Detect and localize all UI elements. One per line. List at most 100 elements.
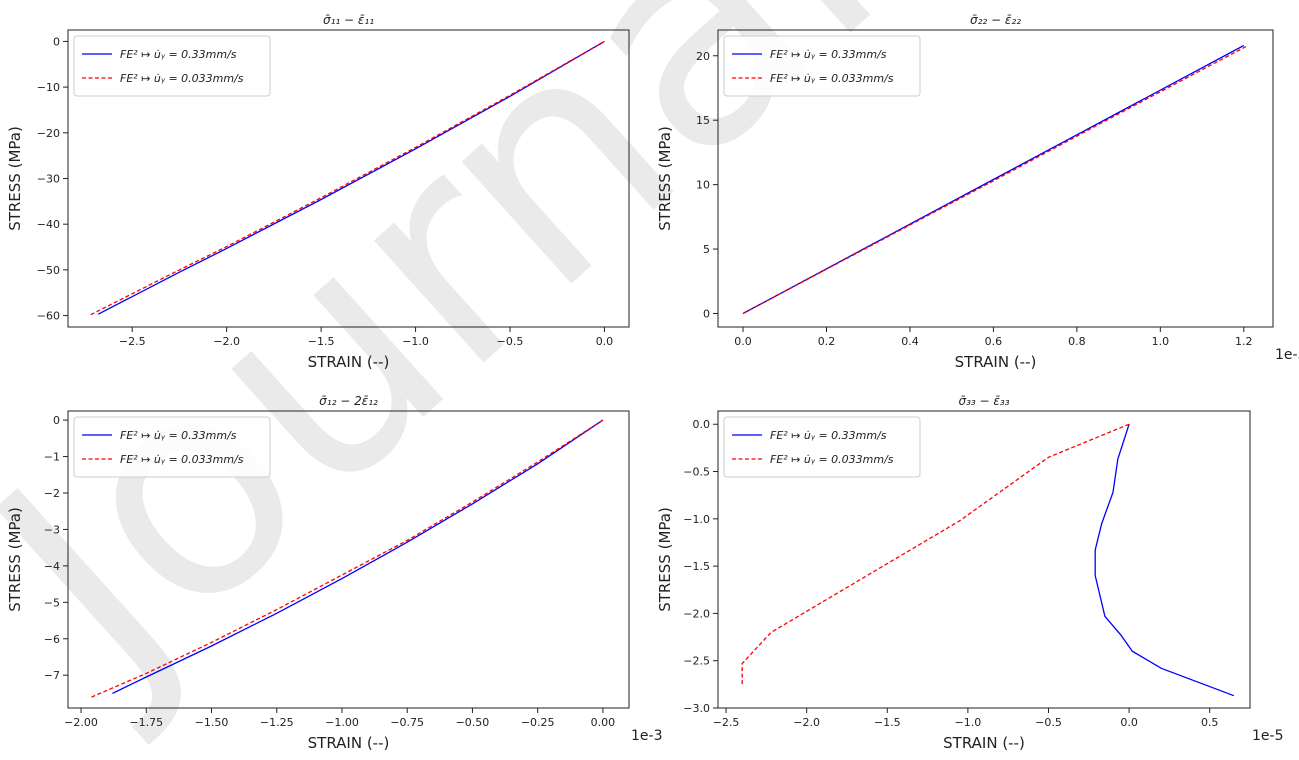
y-tick-label: −1.0 xyxy=(683,513,710,526)
x-tick-label: 1.0 xyxy=(1152,335,1170,348)
x-tick-label: −1.0 xyxy=(402,335,429,348)
x-tick-label: −2.5 xyxy=(119,335,146,348)
series-line-2 xyxy=(742,44,1249,315)
x-offset-label: 1e-3 xyxy=(631,728,662,744)
x-tick-label: 0.6 xyxy=(985,335,1003,348)
x-tick-label: 0.0 xyxy=(1120,716,1138,729)
x-tick-label: 0.8 xyxy=(1068,335,1086,348)
y-axis-label: STRESS (MPa) xyxy=(6,507,24,612)
x-axis-label: STRAIN (--) xyxy=(955,353,1037,371)
y-tick-label: −5 xyxy=(44,596,60,609)
y-tick-label: 20 xyxy=(696,50,710,63)
chart-title: σ̄₂₂ − ε̄₂₂ xyxy=(970,13,1021,27)
legend: FE² ↦ u̇ᵧ = 0.33mm/s FE² ↦ u̇ᵧ = 0.033mm/… xyxy=(73,416,271,478)
legend-box xyxy=(723,35,921,97)
chart-title: σ̄₁₁ − ε̄₁₁ xyxy=(323,13,374,27)
y-tick-label: −2.5 xyxy=(683,655,710,668)
x-tick-label: 0.00 xyxy=(591,716,616,729)
x-tick-label: −1.75 xyxy=(129,716,163,729)
x-tick-label: −1.5 xyxy=(874,716,901,729)
x-tick-label: −0.5 xyxy=(1035,716,1062,729)
x-tick-label: −1.50 xyxy=(195,716,229,729)
x-tick-label: −0.50 xyxy=(456,716,490,729)
x-axis-label: STRAIN (--) xyxy=(943,734,1025,752)
legend-box xyxy=(73,416,271,478)
legend-label-1: FE² ↦ u̇ᵧ = 0.33mm/s xyxy=(770,429,887,442)
y-axis-label: STRESS (MPa) xyxy=(656,126,674,231)
y-axis-label: STRESS (MPa) xyxy=(6,126,24,231)
legend-label-1: FE² ↦ u̇ᵧ = 0.33mm/s xyxy=(120,48,237,61)
legend-label-1: FE² ↦ u̇ᵧ = 0.33mm/s xyxy=(120,429,237,442)
x-tick-label: −0.75 xyxy=(390,716,424,729)
x-tick-label: −2.0 xyxy=(213,335,240,348)
x-tick-label: 0.2 xyxy=(818,335,836,348)
y-tick-label: −3.0 xyxy=(683,702,710,715)
x-tick-label: −1.5 xyxy=(308,335,335,348)
y-tick-label: −6 xyxy=(44,633,60,646)
chart-title: σ̄₃₃ − ε̄₃₃ xyxy=(958,394,1009,408)
y-tick-label: −30 xyxy=(37,173,60,186)
x-axis-label: STRAIN (--) xyxy=(308,734,390,752)
series-line-1 xyxy=(1094,424,1235,697)
series-group xyxy=(741,423,1235,697)
y-tick-label: 10 xyxy=(696,179,710,192)
y-tick-label: 0 xyxy=(53,35,60,48)
legend: FE² ↦ u̇ᵧ = 0.33mm/s FE² ↦ u̇ᵧ = 0.033mm/… xyxy=(723,35,921,97)
subplot-sigma22: 0.0 0.2 0.4 0.6 0.8 1.0 1.2 0 5 10 15 20 σ̄₂₂ − ε̄₂₂… xyxy=(656,13,1299,371)
y-tick-label: 5 xyxy=(703,243,710,256)
x-offset-label: 1e-5 xyxy=(1252,728,1283,744)
x-tick-label: −0.5 xyxy=(497,335,524,348)
series-line-1 xyxy=(97,40,605,315)
series-group xyxy=(91,419,604,698)
axes-frame xyxy=(67,410,630,709)
y-tick-label: −3 xyxy=(44,523,60,536)
legend-label-2: FE² ↦ u̇ᵧ = 0.033mm/s xyxy=(120,72,244,85)
y-tick-label: 15 xyxy=(696,114,710,127)
axes-frame xyxy=(717,29,1274,328)
y-tick-label: −60 xyxy=(37,310,60,323)
x-tick-label: 0.0 xyxy=(734,335,752,348)
legend-label-2: FE² ↦ u̇ᵧ = 0.033mm/s xyxy=(770,72,894,85)
y-tick-label: −50 xyxy=(37,264,60,277)
x-offset-label: 1e-3 xyxy=(1275,347,1299,363)
x-tick-label: −1.0 xyxy=(955,716,982,729)
y-axis-label: STRESS (MPa) xyxy=(656,507,674,612)
subplot-sigma33: −2.5 −2.0 −1.5 −1.0 −0.5 0.0 0.5 0.0 −0.5 −1.0 −1.… xyxy=(656,394,1283,752)
y-tick-label: −4 xyxy=(44,560,60,573)
x-tick-label: 1.2 xyxy=(1235,335,1253,348)
y-tick-label: −1.5 xyxy=(683,560,710,573)
y-tick-label: −2.0 xyxy=(683,607,710,620)
legend-label-2: FE² ↦ u̇ᵧ = 0.033mm/s xyxy=(770,453,894,466)
legend-box xyxy=(723,416,921,478)
subplot-sigma11: −2.5 −2.0 −1.5 −1.0 −0.5 0.0 0 −10 −20 −30 −40 −50 −… xyxy=(6,13,630,371)
x-tick-label: −1.25 xyxy=(260,716,294,729)
y-tick-label: −0.5 xyxy=(683,466,710,479)
series-group xyxy=(90,40,605,316)
y-tick-label: 0 xyxy=(703,307,710,320)
series-line-2 xyxy=(90,40,605,316)
legend: FE² ↦ u̇ᵧ = 0.33mm/s FE² ↦ u̇ᵧ = 0.033mm/… xyxy=(723,416,921,478)
legend-label-2: FE² ↦ u̇ᵧ = 0.033mm/s xyxy=(120,453,244,466)
axes-frame xyxy=(717,410,1251,709)
legend-box xyxy=(73,35,271,97)
chart-title: σ̄₁₂ − 2ε̄₁₂ xyxy=(319,394,378,408)
legend-label-1: FE² ↦ u̇ᵧ = 0.33mm/s xyxy=(770,48,887,61)
x-tick-label: −1.00 xyxy=(325,716,359,729)
series-group xyxy=(742,44,1249,315)
y-tick-label: 0.0 xyxy=(693,418,711,431)
y-tick-label: −2 xyxy=(44,487,60,500)
series-line-1 xyxy=(112,419,604,694)
x-tick-label: −0.25 xyxy=(521,716,555,729)
x-axis-label: STRAIN (--) xyxy=(308,353,390,371)
x-tick-label: −2.00 xyxy=(64,716,98,729)
series-line-2 xyxy=(741,423,1130,687)
x-tick-label: 0.4 xyxy=(901,335,919,348)
x-tick-label: 0.5 xyxy=(1201,716,1219,729)
y-tick-label: −7 xyxy=(44,669,60,682)
y-tick-label: −1 xyxy=(44,451,60,464)
subplot-sigma12: −2.00 −1.75 −1.50 −1.25 −1.00 −0.75 −0.50 −0.25… xyxy=(6,394,662,752)
y-tick-label: −10 xyxy=(37,81,60,94)
y-tick-label: −20 xyxy=(37,127,60,140)
x-tick-label: −2.0 xyxy=(793,716,820,729)
